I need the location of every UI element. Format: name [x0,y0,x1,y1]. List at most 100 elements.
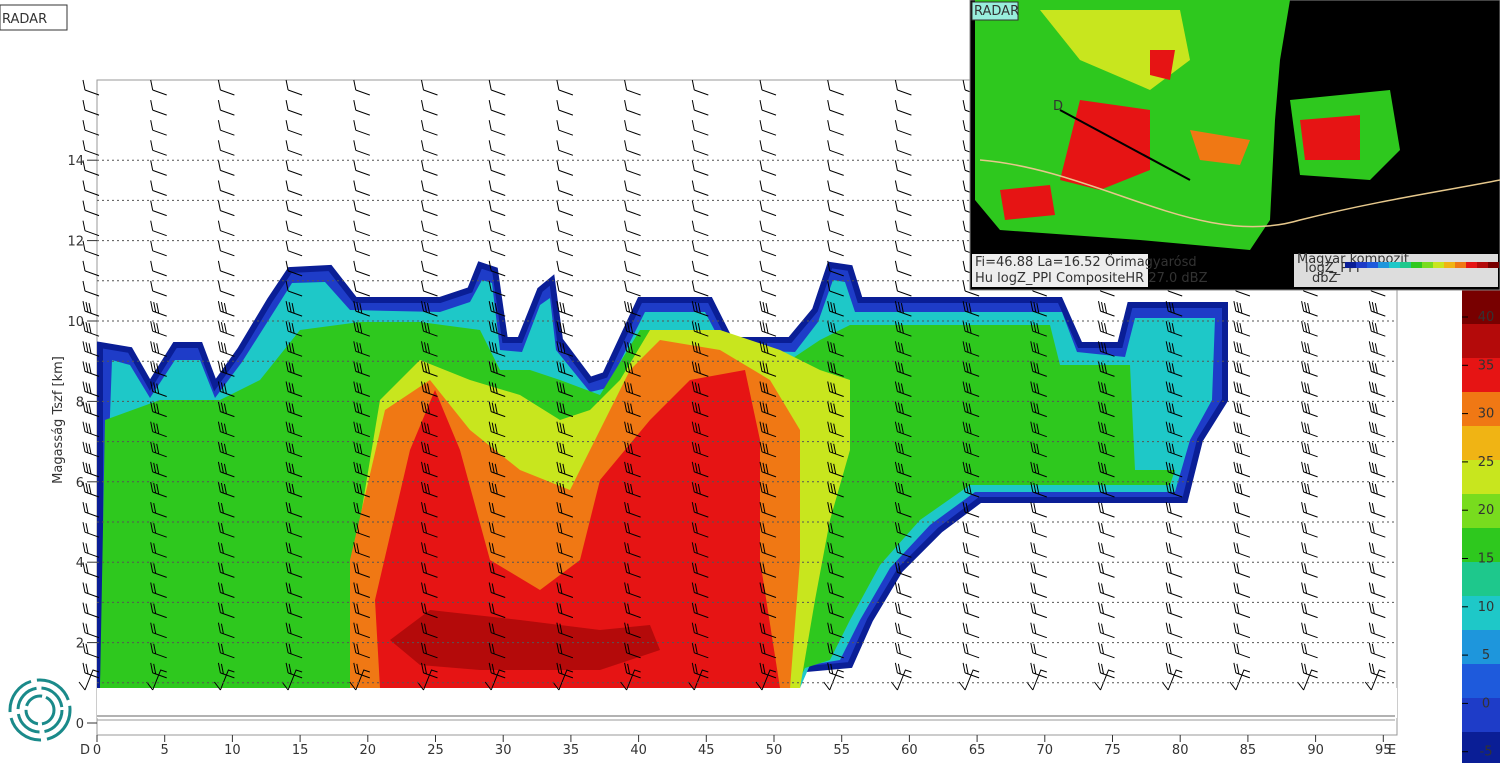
wind-barb [1233,381,1251,397]
wind-barb [1364,669,1386,691]
wind-barb [1165,341,1183,357]
inset-legend [1294,254,1498,287]
wind-barb [759,160,777,176]
wind-barb [1301,542,1318,558]
wind-barb [353,562,370,578]
wind-barb [484,669,506,691]
wind-barb [1301,441,1318,458]
wind-barb [759,260,777,277]
wind-barb [759,582,777,598]
wind-barb [1165,481,1183,498]
x-tick-label: 30 [495,743,512,758]
wind-barb [82,120,100,136]
legend-scale [1345,262,1499,268]
wind-barb [624,381,641,397]
wind-barb [823,669,844,691]
wind-barb [894,522,912,538]
x-tick-label: 5 [161,743,169,758]
wind-barb [624,662,641,679]
wind-barb [1233,662,1251,679]
wind-barb [624,481,641,498]
wind-barb [150,502,167,518]
wind-barb [353,522,370,538]
wind-barb [827,401,844,418]
wind-barb [150,481,167,498]
wind-barb [353,321,370,337]
inset-label: RADAR [974,4,1019,19]
wind-barb [827,301,844,317]
wind-barb [217,502,235,518]
wind-barb [353,622,370,639]
wind-barb [759,280,777,297]
wind-barb [556,401,574,418]
wind-barb [624,200,641,217]
wind-barb [759,461,777,478]
wind-barb [1368,421,1386,438]
y-tick-label: 10 [67,315,84,330]
x-tick-label: 90 [1307,743,1324,758]
wind-barb [1030,522,1047,538]
wind-barb [759,642,777,659]
legend-swatch [1378,262,1389,268]
wind-barb [1233,441,1251,458]
inset-echo [1000,185,1055,220]
wind-barb [894,381,912,397]
wind-barb [1368,441,1386,458]
wind-barb [827,321,844,337]
wind-barb [1301,642,1318,659]
wind-barb [150,140,167,156]
wind-barb [827,582,844,598]
wind-barb [421,642,438,659]
colorbar-label: 20 [1478,503,1495,518]
wind-barb [759,481,777,498]
wind-barb [962,321,980,337]
wind-barb [1233,361,1251,377]
wind-barb [82,301,100,317]
wind-barb [1368,381,1386,397]
wind-barb [691,280,709,297]
wind-barb [556,602,574,619]
wind-barb [285,140,303,156]
wind-barb [488,662,506,679]
wind-barb [146,669,167,691]
wind-barb [421,280,438,297]
wind-barb [759,602,777,619]
wind-barb [1030,602,1047,619]
wind-barb [488,642,506,659]
x-tick-label: 95 [1375,743,1392,758]
wind-barb [285,441,303,458]
wind-barb [691,180,709,196]
wind-barb [488,542,506,558]
wind-barb [488,180,506,196]
wind-barb [421,481,438,498]
y-tick-label: 14 [67,154,84,169]
wind-barb [217,140,235,156]
wind-barb [421,321,438,337]
wind-barb [285,301,303,317]
wind-barb [759,79,777,96]
wind-barb [894,502,912,518]
colorbar-label: 15 [1478,552,1495,567]
info-box [972,254,1148,287]
wind-barb [691,79,709,96]
wind-barb [281,669,303,691]
wind-barb [285,280,303,297]
wind-barb [82,481,100,498]
wind-barb [217,401,235,418]
colorbar-swatch [1462,596,1500,630]
legend-swatch [1367,262,1378,268]
wind-barb [624,120,641,136]
wind-barb [1030,441,1047,458]
wind-barb [1368,622,1386,639]
inset-echo [1300,115,1360,160]
wind-barb [556,140,574,156]
grid: 0 2 4 6 8 10 12 14 0 5 10 15 20 25 30 35 40 45 50 55 60 65 70 7… [67,154,1395,758]
wind-barb [217,461,235,478]
wind-barb [894,120,912,136]
wind-barb [691,341,709,357]
wind-barb [1368,602,1386,619]
wind-barb [624,522,641,538]
wind-barb [285,79,303,96]
wind-barb [421,381,438,397]
x-tick-label: 55 [833,743,850,758]
